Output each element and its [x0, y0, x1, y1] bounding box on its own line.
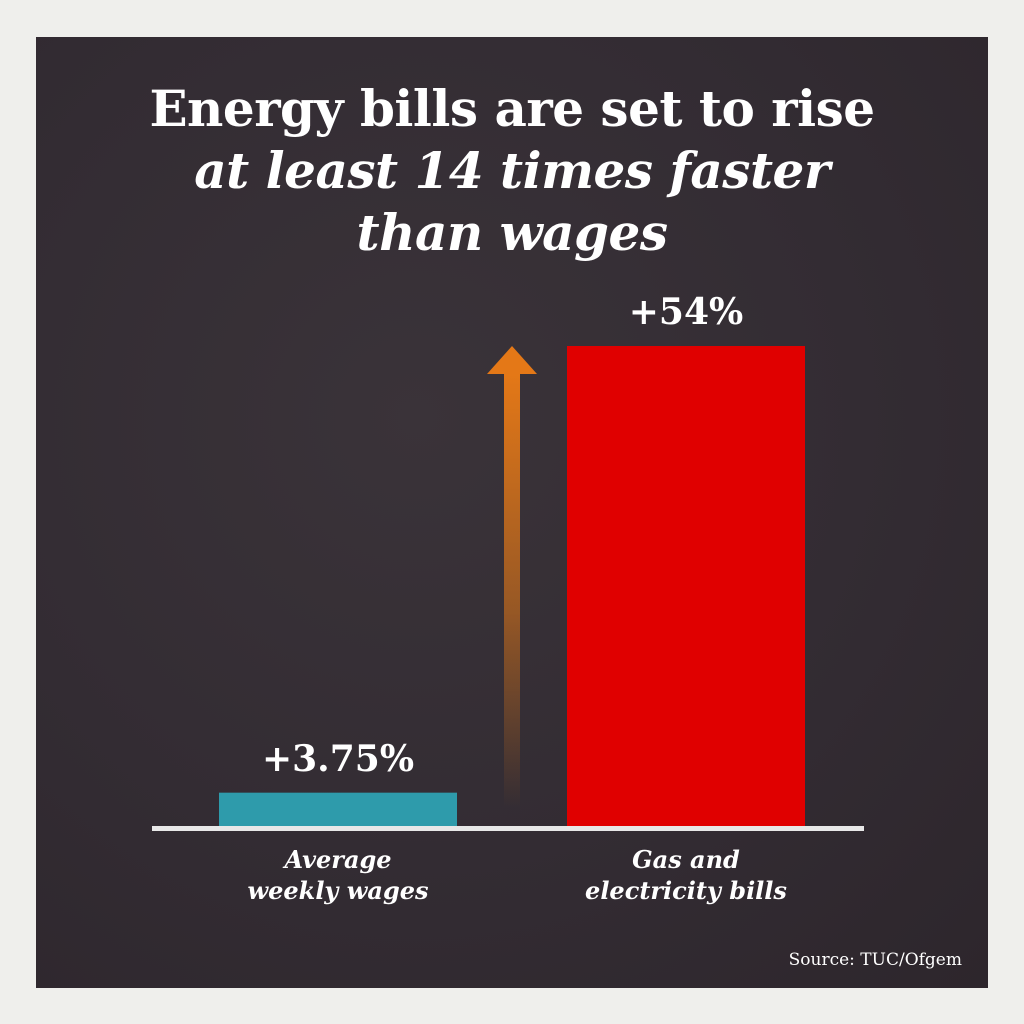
category-label-wages-line-2: weekly wages [247, 876, 429, 905]
category-label-wages: Average weekly wages [188, 844, 488, 906]
category-label-bills: Gas and electricity bills [536, 844, 836, 906]
rise-arrow-head [487, 346, 537, 374]
title-line-1: Energy bills are set to rise [149, 79, 875, 138]
bar-wages [219, 792, 457, 826]
category-label-wages-line-1: Average [284, 845, 392, 874]
value-label-wages: +3.75% [261, 737, 415, 780]
bar-bills [567, 346, 805, 826]
chart-title: Energy bills are set to rise at least 14… [0, 78, 1024, 264]
rise-arrow-shaft [504, 374, 520, 808]
source-note: Source: TUC/Ofgem [788, 950, 962, 970]
category-label-bills-line-1: Gas and [632, 845, 740, 874]
baseline [152, 826, 864, 831]
value-label-bills: +54% [628, 291, 744, 333]
title-line-3: than wages [356, 203, 668, 262]
title-line-2: at least 14 times faster [194, 141, 830, 200]
bars-layer [219, 346, 805, 826]
category-label-bills-line-2: electricity bills [585, 876, 787, 905]
